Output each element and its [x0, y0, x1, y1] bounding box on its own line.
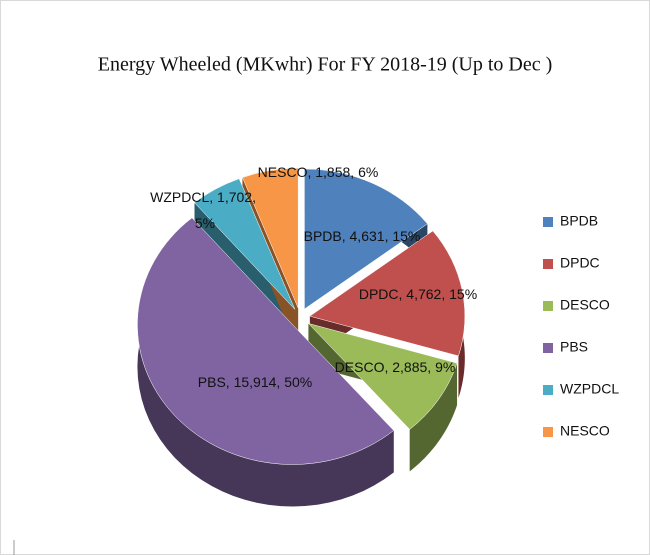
- slice: [242, 167, 299, 309]
- label-category: DESCO: [335, 359, 385, 375]
- label-value: 2,885: [392, 359, 427, 375]
- label-separator: ,: [252, 189, 260, 205]
- data-label: PBS, 15,914, 50%: [198, 374, 312, 390]
- slice: [304, 168, 428, 310]
- legend-label: DPDC: [560, 255, 600, 271]
- label-separator: ,: [427, 359, 435, 375]
- label-percent: 15%: [449, 286, 477, 302]
- label-value: 4,631: [350, 228, 385, 244]
- slice: [137, 217, 395, 465]
- label-value: 4,762: [406, 286, 441, 302]
- label-percent: 5%: [195, 215, 215, 231]
- label-percent: 50%: [284, 374, 312, 390]
- label-separator: ,: [209, 189, 217, 205]
- label-category: BPDB: [304, 228, 342, 244]
- legend-label: BPDB: [560, 213, 598, 229]
- slice: [194, 178, 296, 310]
- label-separator: ,: [342, 228, 350, 244]
- label-category: PBS: [198, 374, 226, 390]
- label-separator: ,: [307, 164, 315, 180]
- legend-label: DESCO: [560, 297, 610, 313]
- legend-swatch: [543, 301, 553, 311]
- legend-label: WZPDCL: [560, 381, 619, 397]
- label-percent: 6%: [358, 164, 378, 180]
- label-separator: ,: [226, 374, 234, 390]
- label-separator: ,: [399, 286, 407, 302]
- label-separator: ,: [350, 164, 358, 180]
- data-label: DPDC, 4,762, 15%: [359, 286, 477, 302]
- label-separator: ,: [385, 228, 393, 244]
- legend-label: NESCO: [560, 423, 610, 439]
- data-label: NESCO, 1,858, 6%: [258, 164, 379, 180]
- legend-swatch: [543, 427, 553, 437]
- data-label: WZPDCL, 1,702, 5%: [150, 189, 260, 231]
- label-value: 1,702: [217, 189, 252, 205]
- label-percent: 9%: [435, 359, 455, 375]
- legend-swatch: [543, 343, 553, 353]
- data-label: DESCO, 2,885, 9%: [335, 359, 456, 375]
- label-category: DPDC: [359, 286, 399, 302]
- slice: [309, 230, 466, 357]
- label-value: 1,858: [315, 164, 350, 180]
- label-separator: ,: [384, 359, 392, 375]
- slice-side: [137, 217, 394, 507]
- label-percent: 15%: [392, 228, 420, 244]
- label-separator: ,: [276, 374, 284, 390]
- label-value: 15,914: [234, 374, 277, 390]
- legend-swatch: [543, 259, 553, 269]
- chart-title: Energy Wheeled (MKwhr) For FY 2018-19 (U…: [98, 54, 553, 76]
- label-category: NESCO: [258, 164, 308, 180]
- legend-label: PBS: [560, 339, 588, 355]
- data-label: BPDB, 4,631, 15%: [304, 228, 421, 244]
- slice: [307, 322, 458, 430]
- legend-swatch: [543, 217, 553, 227]
- label-separator: ,: [441, 286, 449, 302]
- label-category: WZPDCL: [150, 189, 209, 205]
- legend-swatch: [543, 385, 553, 395]
